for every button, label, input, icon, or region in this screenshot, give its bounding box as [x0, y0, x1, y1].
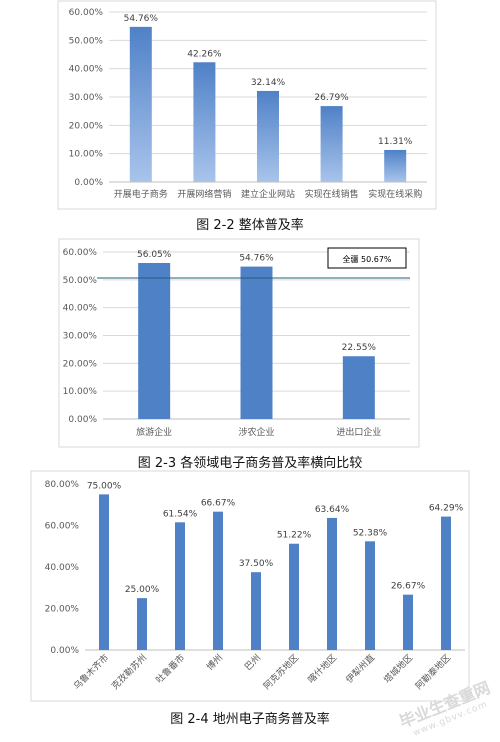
data-label: 54.76%	[239, 254, 274, 264]
data-label: 63.64%	[315, 505, 350, 515]
caption-regions: 图 2-4 地州电子商务普及率	[170, 712, 330, 727]
y-tick-label: 20.00%	[45, 605, 80, 615]
y-tick-label: 40.00%	[63, 304, 98, 314]
y-tick-label: 20.00%	[63, 359, 98, 369]
bar	[129, 26, 152, 183]
reference-label: 全疆 50.67%	[342, 254, 391, 264]
data-label: 26.79%	[314, 93, 349, 103]
data-label: 51.22%	[277, 531, 312, 541]
bar	[251, 572, 261, 650]
bar	[257, 90, 279, 182]
bar	[240, 266, 273, 419]
y-tick-label: 10.00%	[63, 387, 98, 397]
y-tick-label: 20.00%	[69, 121, 104, 131]
chart-overall: 0.00% 10.00% 20.00% 30.00% 40.00% 50.00% 60.00…	[57, 0, 437, 210]
reference-label-box	[327, 247, 407, 269]
bar	[175, 522, 185, 650]
caption-sectors: 图 2-3 各领域电子商务普及率横向比较	[137, 456, 363, 471]
x-tick-label: 实现在线采购	[368, 188, 422, 200]
data-label: 61.54%	[163, 509, 198, 519]
x-tick-label: 旅游企业	[136, 426, 172, 438]
y-tick-label: 50.00%	[63, 276, 98, 286]
x-tick-label: 实现在线销售	[305, 188, 359, 200]
chart-regions: 0.00%20.00%40.00%60.00%80.00% 75.00%乌鲁木齐市…	[30, 470, 470, 702]
data-label: 42.26%	[187, 49, 222, 59]
bar	[342, 356, 375, 419]
y-tick-label: 60.00%	[63, 248, 98, 258]
data-label: 66.67%	[201, 499, 236, 509]
y-tick-label: 80.00%	[45, 480, 80, 490]
x-tick-label: 进出口企业	[336, 426, 381, 438]
y-tick-label: 50.00%	[69, 36, 104, 46]
data-label: 56.05%	[137, 250, 172, 260]
chart-overall-panel: 0.00% 10.00% 20.00% 30.00% 40.00% 50.00% 60.00…	[57, 0, 437, 210]
chart-sectors-panel: 0.00% 10.00% 20.00% 30.00% 40.00% 50.00% 60.00…	[58, 238, 420, 448]
y-tick-label: 0.00%	[50, 646, 79, 656]
y-tick-label: 10.00%	[69, 150, 104, 160]
bar	[193, 62, 216, 182]
data-label: 64.29%	[429, 504, 464, 514]
data-label: 32.14%	[251, 78, 286, 88]
x-tick-label: 开展电子商务	[114, 188, 168, 200]
bar	[365, 541, 375, 650]
bar	[213, 511, 223, 650]
x-tick-label: 开展网络营销	[177, 188, 231, 200]
data-label: 54.76%	[124, 14, 159, 24]
bar	[289, 543, 299, 650]
data-label: 37.50%	[239, 559, 274, 569]
y-tick-label: 40.00%	[69, 65, 104, 75]
bar	[403, 594, 413, 650]
bar	[138, 262, 171, 419]
x-tick-label: 建立企业网站	[241, 188, 295, 200]
y-tick-label: 40.00%	[45, 563, 80, 573]
chart-frame	[57, 0, 437, 210]
caption-overall: 图 2-2 整体普及率	[196, 218, 304, 233]
data-label: 25.00%	[125, 585, 160, 595]
data-label: 52.38%	[353, 528, 388, 538]
bar	[137, 598, 147, 650]
x-tick-label: 涉农企业	[238, 426, 274, 438]
bar	[99, 494, 109, 650]
data-label: 11.31%	[378, 137, 413, 147]
y-tick-label: 0.00%	[68, 415, 97, 425]
bar	[441, 516, 451, 650]
y-tick-label: 30.00%	[63, 332, 98, 342]
y-tick-label: 60.00%	[69, 8, 104, 18]
bar	[384, 149, 407, 182]
data-label: 22.55%	[342, 343, 377, 353]
bar	[327, 517, 337, 650]
bar	[320, 106, 343, 182]
chart-regions-panel: 0.00% 20.00% 40.00% 60.00% 80.00% 75.00% 乌鲁木齐市…	[30, 470, 470, 702]
chart-sectors: 0.00% 10.00% 20.00% 30.00% 40.00% 50.00% 60.00…	[58, 238, 420, 448]
y-tick-label: 60.00%	[45, 522, 80, 532]
y-tick-label: 0.00%	[74, 178, 103, 188]
y-tick-label: 30.00%	[69, 93, 104, 103]
data-label: 75.00%	[87, 481, 122, 491]
data-label: 26.67%	[391, 582, 426, 592]
